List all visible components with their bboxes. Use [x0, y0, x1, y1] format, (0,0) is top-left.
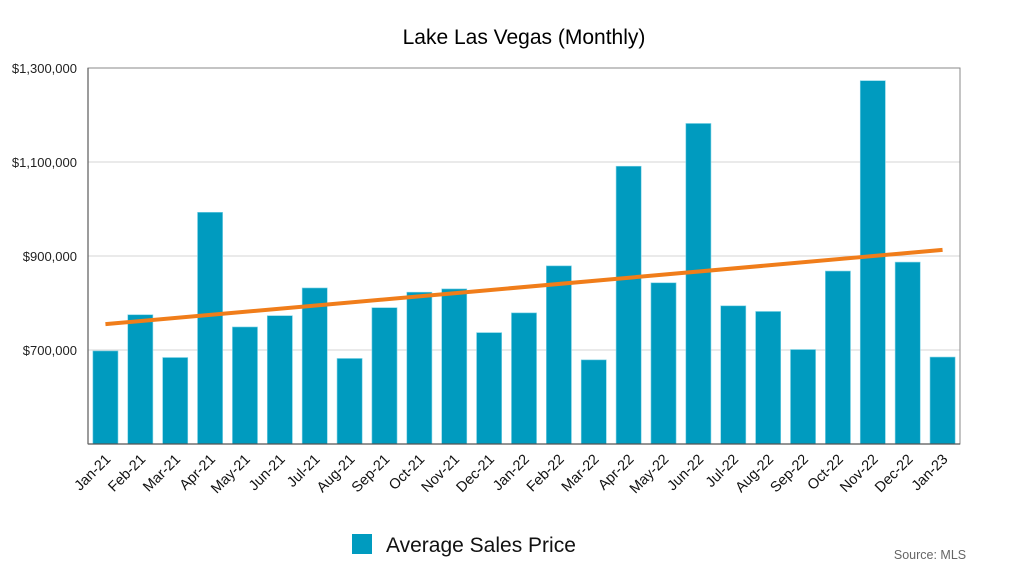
- legend-swatch: [352, 534, 372, 554]
- x-axis-tick-labels: Jan-21Feb-21Mar-21Apr-21May-21Jun-21Jul-…: [72, 452, 952, 498]
- x-tick-label: Feb-21: [105, 452, 149, 496]
- x-tick-label: Feb-22: [524, 452, 568, 496]
- bar: [685, 123, 712, 445]
- x-tick-label: Jun-21: [246, 452, 289, 495]
- legend-label: Average Sales Price: [386, 534, 576, 557]
- x-tick-label: Aug-21: [314, 452, 358, 496]
- x-tick-label: Jan-23: [909, 452, 952, 495]
- bar: [232, 326, 258, 445]
- bar: [790, 349, 816, 445]
- legend: Average Sales Price: [352, 534, 576, 557]
- bar: [127, 314, 154, 445]
- bars: [92, 80, 956, 445]
- bar: [825, 270, 851, 445]
- y-axis-tick-labels: $700,000 $900,000 $1,100,000 $1,300,000: [12, 61, 77, 358]
- bar: [511, 312, 537, 445]
- x-tick-label: Dec-22: [872, 452, 916, 496]
- y-tick-label: $700,000: [23, 343, 77, 358]
- bar: [301, 287, 328, 445]
- x-tick-label: May-22: [627, 452, 673, 498]
- y-tick-label: $1,100,000: [12, 155, 77, 170]
- bar: [650, 282, 677, 445]
- bar: [371, 307, 398, 445]
- bar: [615, 165, 642, 445]
- y-tick-label: $1,300,000: [12, 61, 77, 76]
- bar: [266, 315, 293, 445]
- bar: [162, 357, 189, 445]
- x-tick-label: May-21: [208, 452, 254, 498]
- bar: [546, 265, 572, 445]
- x-tick-label: Jun-22: [665, 452, 708, 495]
- bar: [859, 80, 886, 445]
- bar: [406, 291, 433, 445]
- bar: [336, 358, 363, 445]
- x-tick-label: Sep-22: [767, 452, 811, 496]
- bar: [929, 356, 956, 445]
- x-tick-label: Mar-21: [140, 452, 184, 496]
- bar: [476, 332, 502, 445]
- chart-title: Lake Las Vegas (Monthly): [403, 26, 646, 49]
- x-tick-label: Mar-22: [559, 452, 603, 496]
- trendline: [105, 247, 943, 327]
- y-tick-label: $900,000: [23, 249, 77, 264]
- x-tick-label: Nov-22: [837, 452, 881, 496]
- trendline-group: [105, 247, 943, 327]
- bar: [894, 261, 921, 445]
- x-tick-label: Dec-21: [454, 452, 498, 496]
- bar: [720, 305, 747, 445]
- bar: [755, 311, 782, 445]
- bar: [197, 211, 223, 445]
- source-note: Source: MLS: [894, 548, 966, 562]
- x-tick-label: Aug-22: [733, 452, 777, 496]
- bar: [580, 359, 607, 445]
- plot-frame: [87, 67, 961, 445]
- bar: [92, 350, 119, 445]
- bar: [441, 288, 468, 445]
- x-tick-label: Sep-21: [349, 452, 393, 496]
- x-tick-label: Nov-21: [419, 452, 463, 496]
